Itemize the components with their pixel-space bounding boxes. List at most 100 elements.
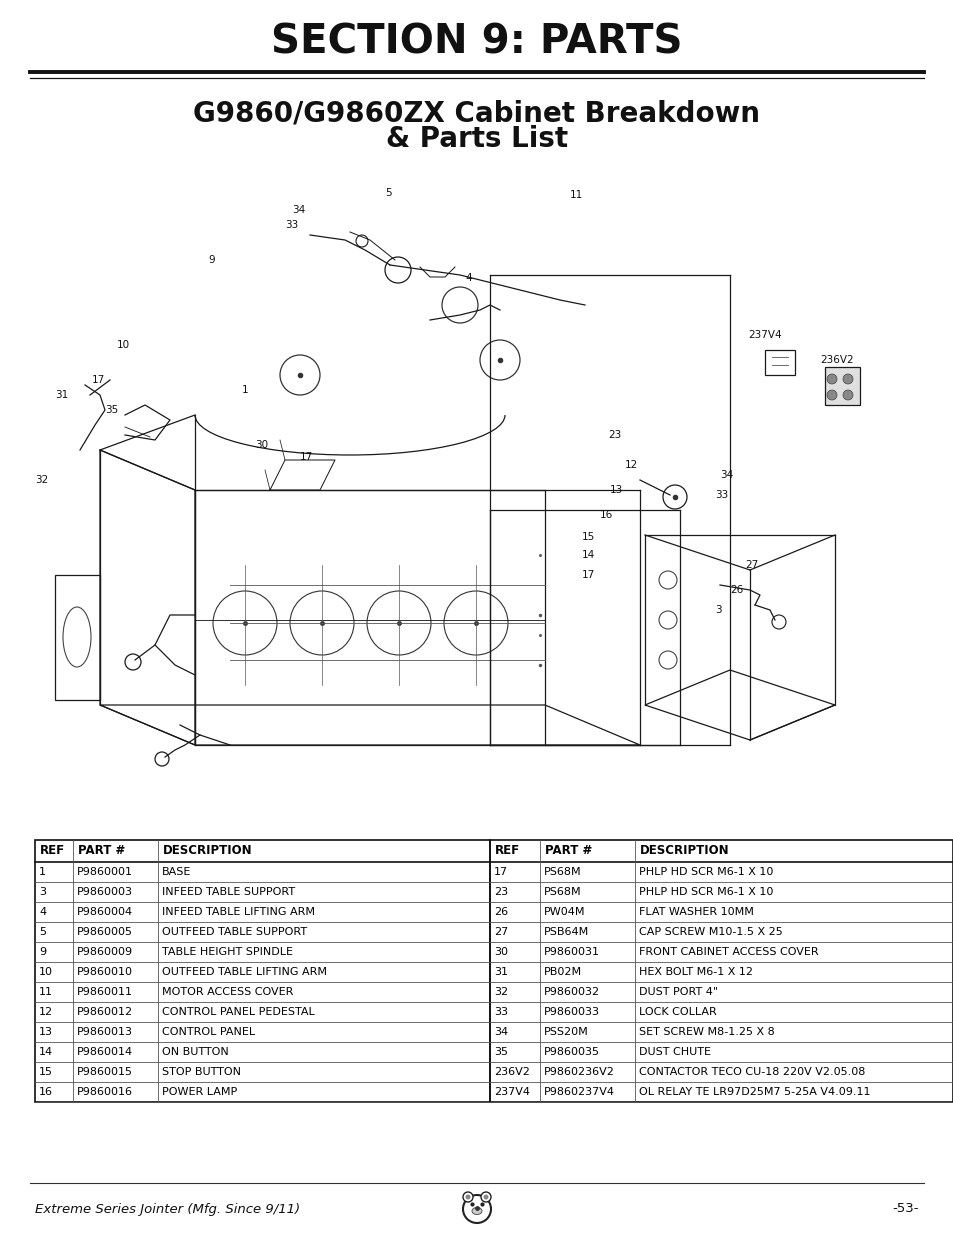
Text: PB02M: PB02M (543, 967, 581, 977)
Text: 17: 17 (494, 867, 508, 877)
Text: P9860009: P9860009 (77, 947, 133, 957)
Text: 10: 10 (117, 340, 130, 350)
Text: 3: 3 (714, 605, 720, 615)
Text: PS68M: PS68M (543, 887, 581, 897)
Text: FLAT WASHER 10MM: FLAT WASHER 10MM (639, 906, 753, 918)
Bar (55, 576, 100, 700)
Circle shape (480, 1192, 491, 1202)
Text: 14: 14 (581, 550, 595, 559)
Text: P9860013: P9860013 (77, 1028, 132, 1037)
Text: 23: 23 (494, 887, 508, 897)
Text: 33: 33 (714, 490, 727, 500)
Text: 33: 33 (494, 1007, 507, 1016)
Text: 4: 4 (464, 273, 471, 283)
Text: 32: 32 (494, 987, 508, 997)
Text: 32: 32 (34, 475, 48, 485)
Text: DUST PORT 4": DUST PORT 4" (639, 987, 718, 997)
Circle shape (483, 1194, 488, 1199)
Text: OL RELAY TE LR97D25M7 5-25A V4.09.11: OL RELAY TE LR97D25M7 5-25A V4.09.11 (639, 1087, 869, 1097)
Text: 35: 35 (494, 1047, 507, 1057)
Text: OUTFEED TABLE LIFTING ARM: OUTFEED TABLE LIFTING ARM (162, 967, 327, 977)
Text: PW04M: PW04M (543, 906, 585, 918)
Text: 16: 16 (39, 1087, 53, 1097)
Text: 17: 17 (299, 452, 313, 462)
Text: 13: 13 (39, 1028, 53, 1037)
Circle shape (826, 390, 836, 400)
Text: P9860016: P9860016 (77, 1087, 132, 1097)
Bar (490, 840, 952, 1102)
Text: PS68M: PS68M (543, 867, 581, 877)
Text: CONTACTOR TECO CU-18 220V V2.05.08: CONTACTOR TECO CU-18 220V V2.05.08 (639, 1067, 864, 1077)
Circle shape (462, 1192, 473, 1202)
Text: PHLP HD SCR M6-1 X 10: PHLP HD SCR M6-1 X 10 (639, 887, 773, 897)
Text: HEX BOLT M6-1 X 12: HEX BOLT M6-1 X 12 (639, 967, 752, 977)
Text: P9860014: P9860014 (77, 1047, 133, 1057)
Text: REF: REF (495, 845, 519, 857)
Text: CONTROL PANEL: CONTROL PANEL (162, 1028, 254, 1037)
Text: LOCK COLLAR: LOCK COLLAR (639, 1007, 716, 1016)
Text: SET SCREW M8-1.25 X 8: SET SCREW M8-1.25 X 8 (639, 1028, 774, 1037)
Text: 5: 5 (385, 188, 392, 198)
Text: SECTION 9: PARTS: SECTION 9: PARTS (271, 22, 682, 62)
Text: FRONT CABINET ACCESS COVER: FRONT CABINET ACCESS COVER (639, 947, 818, 957)
Text: TABLE HEIGHT SPINDLE: TABLE HEIGHT SPINDLE (162, 947, 293, 957)
Text: 9: 9 (208, 254, 214, 266)
Circle shape (465, 1194, 470, 1199)
Text: P9860010: P9860010 (77, 967, 132, 977)
Text: 26: 26 (494, 906, 508, 918)
Text: INFEED TABLE LIFTING ARM: INFEED TABLE LIFTING ARM (162, 906, 314, 918)
Text: 5: 5 (39, 927, 46, 937)
FancyBboxPatch shape (824, 367, 859, 405)
Text: PSS20M: PSS20M (543, 1028, 588, 1037)
Text: P9860015: P9860015 (77, 1067, 132, 1077)
Text: & Parts List: & Parts List (386, 125, 567, 153)
Text: ON BUTTON: ON BUTTON (162, 1047, 229, 1057)
Circle shape (842, 390, 852, 400)
Text: PART #: PART # (78, 845, 125, 857)
Text: PART #: PART # (544, 845, 592, 857)
Text: DESCRIPTION: DESCRIPTION (639, 845, 729, 857)
Text: P9860005: P9860005 (77, 927, 132, 937)
Text: P9860033: P9860033 (543, 1007, 599, 1016)
Text: 9: 9 (39, 947, 46, 957)
Text: 34: 34 (292, 205, 305, 215)
Text: 15: 15 (39, 1067, 53, 1077)
Text: 10: 10 (39, 967, 53, 977)
Circle shape (842, 374, 852, 384)
Text: 30: 30 (494, 947, 507, 957)
Text: P9860237V4: P9860237V4 (543, 1087, 615, 1097)
Text: 1: 1 (242, 385, 249, 395)
Text: 4: 4 (39, 906, 46, 918)
Text: 31: 31 (55, 390, 69, 400)
Text: OUTFEED TABLE SUPPORT: OUTFEED TABLE SUPPORT (162, 927, 307, 937)
Ellipse shape (472, 1208, 481, 1214)
Text: P9860004: P9860004 (77, 906, 133, 918)
Bar (35, 840, 490, 1102)
Text: 11: 11 (39, 987, 53, 997)
Text: 236V2: 236V2 (494, 1067, 529, 1077)
Text: 11: 11 (569, 190, 582, 200)
Text: 16: 16 (599, 510, 613, 520)
Text: DUST CHUTE: DUST CHUTE (639, 1047, 710, 1057)
Text: P9860011: P9860011 (77, 987, 132, 997)
Text: P9860003: P9860003 (77, 887, 132, 897)
Text: POWER LAMP: POWER LAMP (162, 1087, 237, 1097)
Text: 31: 31 (494, 967, 507, 977)
Text: 12: 12 (39, 1007, 53, 1016)
Text: STOP BUTTON: STOP BUTTON (162, 1067, 241, 1077)
Text: DESCRIPTION: DESCRIPTION (163, 845, 253, 857)
Text: 30: 30 (254, 440, 268, 450)
Text: P9860001: P9860001 (77, 867, 132, 877)
Text: 237V4: 237V4 (494, 1087, 530, 1097)
Text: INFEED TABLE SUPPORT: INFEED TABLE SUPPORT (162, 887, 294, 897)
Text: 34: 34 (494, 1028, 508, 1037)
Text: 14: 14 (39, 1047, 53, 1057)
Text: P9860031: P9860031 (543, 947, 599, 957)
Text: 35: 35 (105, 405, 118, 415)
Text: -53-: -53- (892, 1203, 918, 1215)
Text: 33: 33 (284, 220, 297, 230)
Text: 3: 3 (39, 887, 46, 897)
Text: CAP SCREW M10-1.5 X 25: CAP SCREW M10-1.5 X 25 (639, 927, 781, 937)
Text: REF: REF (40, 845, 65, 857)
Text: 13: 13 (609, 485, 622, 495)
